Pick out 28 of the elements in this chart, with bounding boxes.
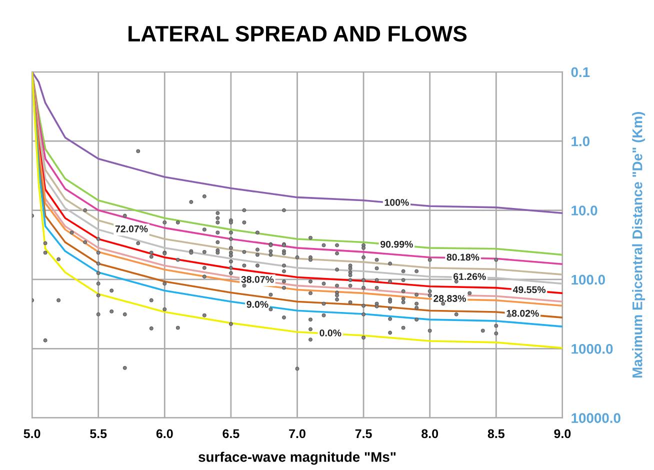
series-label: 49.55% (512, 286, 546, 294)
series-label: 90.99% (380, 240, 413, 248)
y-axis-title: Maximum Epicentral Distance "De" (Km) (632, 112, 646, 378)
y-tick-label: 100.0 (572, 274, 605, 285)
y-tick-label: 0.1 (571, 67, 590, 78)
x-tick-label: 7.0 (289, 429, 306, 438)
x-tick-label: 5.5 (90, 429, 107, 438)
series-label: 61.26% (453, 273, 486, 280)
series-label: 38.07% (241, 276, 274, 283)
series-label: 28.83% (434, 295, 466, 302)
series-label: 0.0% (320, 329, 342, 336)
x-tick-label: 8.0 (422, 429, 438, 438)
x-tick-label: 9.0 (554, 429, 571, 438)
series-label: 9.0% (246, 300, 268, 308)
x-tick-label: 6.5 (222, 429, 240, 438)
y-tick-label: 1000.0 (572, 344, 613, 354)
x-axis-title: surface-wave magnitude "Ms" (198, 452, 396, 465)
y-tick-label: 1.0 (572, 136, 590, 146)
x-tick-label: 7.5 (355, 429, 372, 438)
x-tick-label: 8.5 (488, 429, 504, 438)
series-label: 100% (384, 198, 409, 206)
x-tick-label: 6.0 (156, 429, 173, 438)
series-label: 72.07% (115, 225, 148, 232)
chart-title: LATERAL SPREAD AND FLOWS (128, 26, 467, 42)
x-tick-label: 5.0 (24, 429, 40, 438)
y-tick-label: 10000.0 (572, 413, 620, 423)
y-tick-label: 10.0 (572, 206, 598, 216)
series-label: 80.18% (446, 254, 480, 261)
